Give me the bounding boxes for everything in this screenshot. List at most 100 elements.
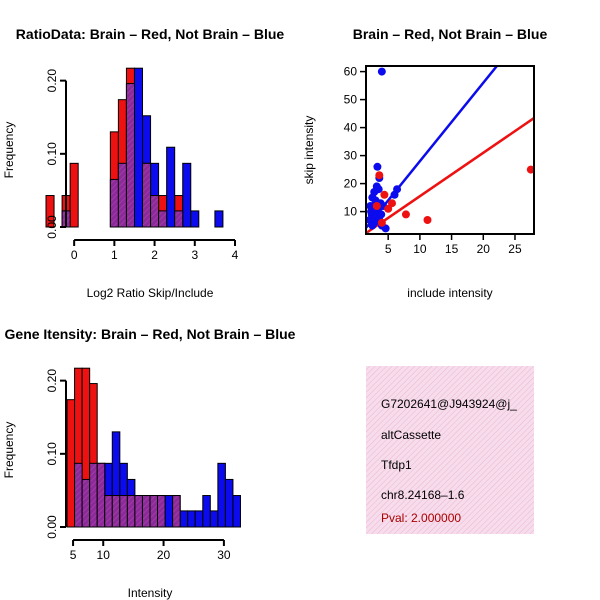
info-event-type: altCassette bbox=[381, 428, 441, 442]
ratio-not-brain-bar bbox=[190, 210, 200, 228]
ratio-brain-bar bbox=[69, 162, 79, 228]
intensity-x-tick-label: 20 bbox=[157, 548, 171, 562]
info-panel: G7202641@J943924@j_ altCassette Tfdp1 ch… bbox=[366, 366, 534, 534]
ratio-overlap-bar bbox=[142, 162, 152, 228]
scatter-brain-point bbox=[526, 165, 534, 174]
scatter-brain-point bbox=[387, 199, 396, 208]
scatter-x-tick-label: 5 bbox=[385, 242, 392, 256]
scatter-not-brain-point bbox=[377, 210, 386, 219]
scatter-brain-point bbox=[401, 210, 410, 219]
scatter-y-tick-label: 60 bbox=[344, 65, 358, 79]
scatter-y-tick-label: 30 bbox=[344, 149, 358, 163]
ratio-x-tick-label: 2 bbox=[151, 248, 158, 262]
intensity-overlap-bar bbox=[172, 495, 181, 528]
ratio-hist-title: RatioData: Brain – Red, Not Brain – Blue bbox=[16, 26, 285, 42]
ratio-not-brain-bar bbox=[166, 146, 176, 228]
intensity-overlap-bar bbox=[134, 495, 143, 528]
ratio-y-tick-label: 0.20 bbox=[45, 69, 59, 93]
scatter-brain-point bbox=[384, 204, 393, 213]
scatter-brain-point bbox=[377, 218, 386, 227]
ratio-hist-ylabel: Frequency bbox=[2, 122, 16, 179]
intensity-overlap-bar bbox=[89, 462, 98, 528]
intensity-overlap-bar bbox=[81, 478, 91, 528]
ratio-x-tick-label: 4 bbox=[232, 248, 239, 262]
intensity-not-brain-bar bbox=[111, 431, 121, 497]
intensity-histogram-panel: Gene Itensity: Brain – Red, Not Brain – … bbox=[2, 326, 296, 600]
intensity-not-brain-bar bbox=[164, 495, 174, 528]
intensity-overlap-bar bbox=[111, 495, 121, 528]
intensity-overlap-bar bbox=[157, 495, 166, 528]
intensity-overlap-bar bbox=[141, 495, 151, 528]
ratio-x-tick-label: 0 bbox=[71, 248, 78, 262]
scatter-title: Brain – Red, Not Brain – Blue bbox=[353, 26, 548, 42]
scatter-axes: 5 10 15 20 25 10 20 30 40 50 60 bbox=[344, 65, 522, 256]
intensity-hist-axes: 5 10 20 30 0.00 0.10 0.20 bbox=[45, 369, 231, 562]
info-gene: Tfdp1 bbox=[381, 458, 412, 472]
scatter-y-tick-label: 10 bbox=[344, 205, 358, 219]
intensity-overlap-bar bbox=[126, 495, 136, 528]
intensity-not-brain-bar bbox=[224, 478, 234, 528]
scatter-frame bbox=[365, 65, 535, 235]
intensity-not-brain-bar bbox=[179, 510, 189, 528]
scatter-ylabel: skip intensity bbox=[302, 116, 316, 185]
intensity-not-brain-bar bbox=[126, 478, 136, 497]
intensity-overlap-bar bbox=[149, 495, 159, 528]
intensity-not-brain-bar bbox=[202, 495, 211, 528]
ratio-x-tick-label: 3 bbox=[191, 248, 198, 262]
intensity-not-brain-bar bbox=[104, 462, 113, 497]
ratio-y-tick-label: 0.00 bbox=[45, 215, 59, 239]
scatter-x-tick-label: 25 bbox=[508, 242, 522, 256]
scatter-not-brain-point bbox=[367, 207, 376, 216]
scatter-x-tick-label: 15 bbox=[445, 242, 459, 256]
intensity-y-tick-label: 0.10 bbox=[45, 442, 59, 466]
intensity-x-tick-label: 10 bbox=[97, 548, 111, 562]
intensity-hist-title: Gene Itensity: Brain – Red, Not Brain – … bbox=[5, 326, 296, 342]
scatter-not-brain-point bbox=[374, 185, 383, 194]
ratio-overlap-bar bbox=[150, 195, 160, 228]
ratio-overlap-bar bbox=[158, 210, 168, 228]
ratio-y-tick-label: 0.10 bbox=[45, 142, 59, 166]
info-box bbox=[366, 366, 534, 534]
ratio-x-tick-label: 1 bbox=[111, 248, 118, 262]
scatter-y-tick-label: 40 bbox=[344, 121, 358, 135]
intensity-not-brain-bar bbox=[187, 510, 196, 528]
ratio-not-brain-bar bbox=[142, 115, 152, 164]
ratio-not-brain-bar bbox=[150, 162, 160, 197]
scatter-panel: Brain – Red, Not Brain – Blue 5 10 15 20 25 1… bbox=[302, 26, 548, 300]
intensity-x-tick-label: 30 bbox=[217, 548, 231, 562]
intensity-not-brain-bar bbox=[194, 510, 204, 528]
ratio-overlap-bar bbox=[117, 162, 127, 228]
scatter-not-brain-point bbox=[368, 221, 377, 230]
intensity-hist-xlabel: Intensity bbox=[128, 586, 173, 600]
ratio-not-brain-bar bbox=[182, 162, 192, 228]
ratio-not-brain-bar bbox=[133, 67, 144, 228]
ratio-histogram-panel: RatioData: Brain – Red, Not Brain – Blue… bbox=[2, 26, 284, 300]
intensity-hist-bars bbox=[66, 367, 241, 528]
scatter-x-tick-label: 20 bbox=[477, 242, 491, 256]
scatter-plot-area bbox=[366, 66, 534, 234]
scatter-xlabel: include intensity bbox=[407, 286, 492, 300]
ratio-brain-bar bbox=[45, 195, 55, 228]
scatter-not-brain-point bbox=[390, 190, 399, 199]
ratio-overlap-bar bbox=[174, 210, 184, 228]
intensity-y-tick-label: 0.00 bbox=[45, 515, 59, 539]
intensity-not-brain-bar bbox=[209, 510, 219, 528]
info-location: chr8.24168–1.6 bbox=[381, 488, 465, 502]
scatter-y-tick-label: 50 bbox=[344, 93, 358, 107]
intensity-overlap-bar bbox=[104, 495, 113, 528]
scatter-not-brain-point bbox=[377, 67, 386, 76]
info-event-id: G7202641@J943924@j_ bbox=[381, 397, 517, 411]
intensity-x-tick-label: 5 bbox=[70, 548, 77, 562]
scatter-brain-point bbox=[423, 216, 432, 224]
info-pval: Pval: 2.000000 bbox=[381, 511, 461, 525]
scatter-y-tick-label: 20 bbox=[344, 177, 358, 191]
scatter-brain-point bbox=[375, 171, 384, 180]
ratio-hist-axes: 0 1 2 3 4 0.00 0.10 0.20 bbox=[45, 69, 239, 262]
scatter-x-tick-label: 10 bbox=[413, 242, 427, 256]
ratio-overlap-bar bbox=[125, 83, 135, 228]
scatter-not-brain-point bbox=[373, 162, 382, 171]
intensity-y-tick-label: 0.20 bbox=[45, 369, 59, 393]
intensity-overlap-bar bbox=[74, 462, 83, 528]
intensity-brain-bar bbox=[66, 399, 76, 528]
